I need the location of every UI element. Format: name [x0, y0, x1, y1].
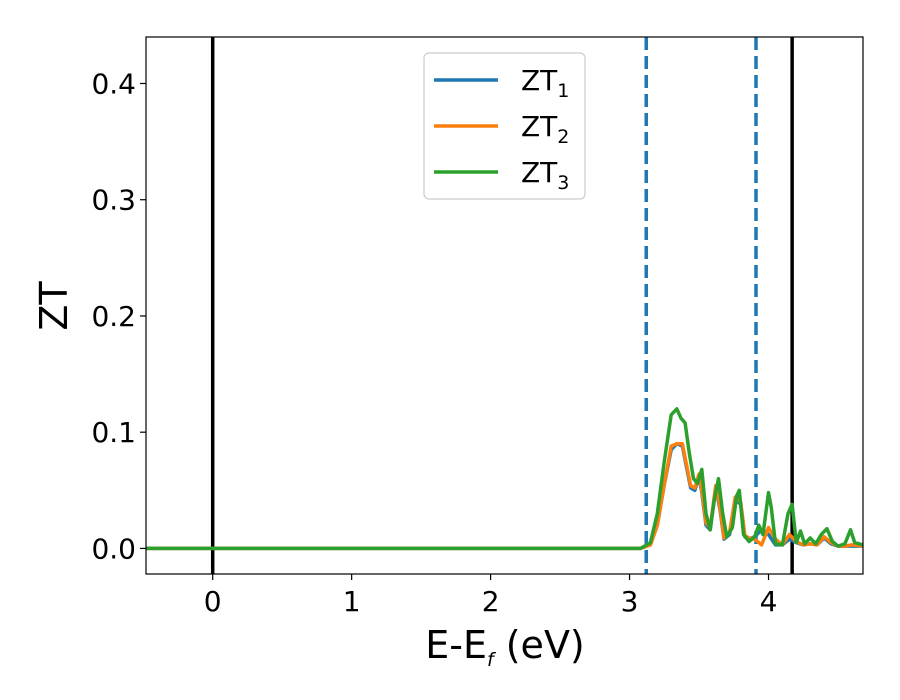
- y-axis-label: ZT: [32, 281, 76, 331]
- y-tick-label: 0.3: [91, 184, 136, 217]
- legend-box: [423, 52, 586, 200]
- legend-label-zt1: ZT1: [521, 64, 569, 102]
- y-tick-label: 0.1: [91, 416, 136, 449]
- series-lines: [146, 407, 863, 551]
- x-tick-label: 4: [760, 585, 778, 618]
- y-axis: 0.0 0.1 0.2 0.3 0.4: [91, 67, 146, 565]
- x-tick-label: 0: [204, 585, 222, 618]
- x-tick-label: 1: [343, 585, 361, 618]
- x-tick-label: 2: [482, 585, 500, 618]
- legend-label-zt2: ZT2: [521, 110, 569, 148]
- y-tick-label: 0.2: [91, 300, 136, 333]
- series-line-zt3: [146, 407, 863, 551]
- x-axis: 0 1 2 3 4: [204, 574, 778, 618]
- x-tick-label: 3: [621, 585, 639, 618]
- y-tick-label: 0.4: [91, 67, 136, 100]
- y-tick-label: 0.0: [91, 532, 136, 565]
- reference-lines: [210, 37, 794, 574]
- x-axis-label: E-Ef (eV): [425, 623, 585, 671]
- legend-label-zt3: ZT3: [521, 156, 569, 194]
- legend: ZT1 ZT2 ZT3: [423, 52, 586, 200]
- plot-frame: [145, 36, 864, 575]
